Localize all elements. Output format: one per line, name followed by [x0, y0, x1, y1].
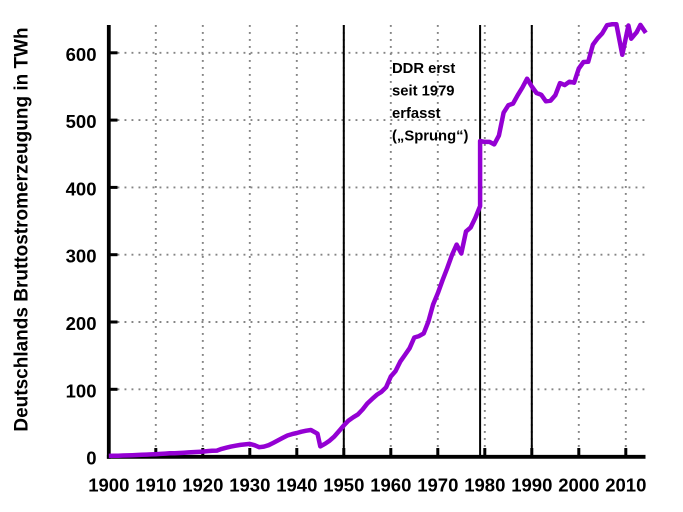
svg-text:1910: 1910 — [135, 475, 176, 496]
svg-text:100: 100 — [66, 380, 97, 401]
svg-text:Deutschlands Bruttostromerzeug: Deutschlands Bruttostromerzeugung in TWh — [12, 27, 33, 431]
svg-text:1960: 1960 — [370, 475, 411, 496]
svg-text:0: 0 — [86, 448, 96, 469]
svg-text:1980: 1980 — [464, 475, 505, 496]
svg-text:1970: 1970 — [417, 475, 458, 496]
svg-text:1900: 1900 — [88, 475, 129, 496]
svg-text:1990: 1990 — [511, 475, 552, 496]
svg-text:seit 1979: seit 1979 — [392, 84, 455, 100]
svg-text:500: 500 — [66, 111, 97, 132]
svg-text:erfasst: erfasst — [392, 106, 441, 122]
svg-text:400: 400 — [66, 178, 97, 199]
svg-text:2010: 2010 — [605, 475, 646, 496]
svg-text:DDR erst: DDR erst — [392, 61, 455, 77]
svg-text:1940: 1940 — [276, 475, 317, 496]
svg-text:1920: 1920 — [182, 475, 223, 496]
svg-text:300: 300 — [66, 246, 97, 267]
svg-text:1930: 1930 — [229, 475, 270, 496]
svg-text:600: 600 — [66, 44, 97, 65]
svg-text:2000: 2000 — [558, 475, 599, 496]
svg-text:(„Sprung“): („Sprung“) — [392, 129, 469, 145]
svg-text:200: 200 — [66, 313, 97, 334]
svg-text:1950: 1950 — [323, 475, 364, 496]
